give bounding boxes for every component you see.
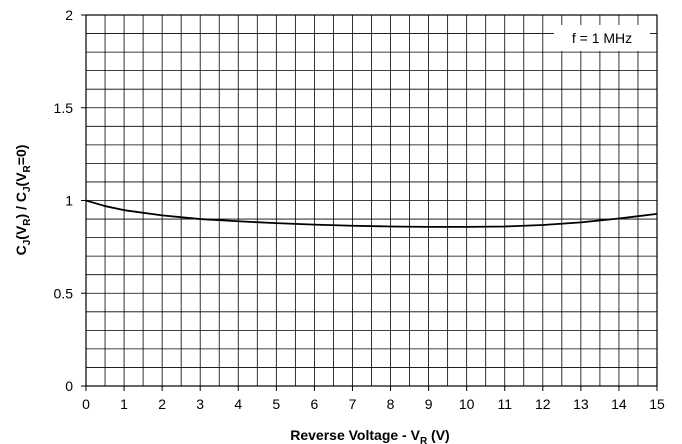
- grid: [86, 15, 657, 386]
- y-axis-label-sub: J: [22, 240, 33, 246]
- x-tick-label: 4: [234, 396, 242, 412]
- y-axis-label-part: ) / C: [13, 192, 29, 218]
- x-tick-label: 3: [196, 396, 204, 412]
- x-tick-label: 6: [311, 396, 319, 412]
- x-tick-label: 7: [349, 396, 357, 412]
- y-tick-label: 0.5: [54, 285, 74, 301]
- annotation-text: f = 1 MHz: [572, 30, 632, 46]
- y-axis-label-part: (V: [13, 172, 29, 187]
- x-tick-label: 13: [573, 396, 589, 412]
- x-tick-label: 11: [497, 396, 512, 412]
- x-axis-label: Reverse Voltage - VR (V): [290, 427, 449, 444]
- y-tick-label: 1: [65, 193, 73, 209]
- x-axis-label-unit: (V): [427, 427, 450, 443]
- plot-frame: [85, 14, 658, 387]
- x-tick-label: 8: [387, 396, 395, 412]
- series-group: [85, 199, 658, 228]
- y-axis-label-part: (V: [13, 225, 29, 240]
- x-tick-label: 9: [425, 396, 433, 412]
- y-axis-label-sub: R: [22, 164, 33, 172]
- x-tick-label: 14: [611, 396, 627, 412]
- x-tick-label: 10: [459, 396, 475, 412]
- annotation-background: [554, 25, 650, 51]
- x-tick-label: 5: [272, 396, 280, 412]
- x-axis-label-main: Reverse Voltage - V: [290, 427, 420, 443]
- x-tick-label: 15: [649, 396, 665, 412]
- series-line-0: [85, 199, 658, 228]
- x-tick-label: 2: [158, 396, 166, 412]
- y-axis-label: CJ(VR) / CJ(VR=0): [13, 145, 33, 256]
- x-tick-label: 0: [82, 396, 90, 412]
- y-axis-label-part: C: [13, 245, 29, 255]
- tick-marks: [81, 14, 658, 391]
- y-axis-label-sub: R: [22, 218, 33, 226]
- y-axis-label-sub: J: [22, 186, 33, 192]
- y-tick-label: 0: [65, 378, 73, 394]
- annotation-box: f = 1 MHz: [554, 25, 650, 51]
- y-axis-label-part: =0): [13, 145, 29, 166]
- x-tick-label: 12: [535, 396, 551, 412]
- y-tick-label: 1.5: [54, 100, 74, 116]
- y-tick-label: 2: [65, 7, 73, 23]
- x-axis-label-sub: R: [420, 436, 428, 444]
- x-tick-label: 1: [120, 396, 128, 412]
